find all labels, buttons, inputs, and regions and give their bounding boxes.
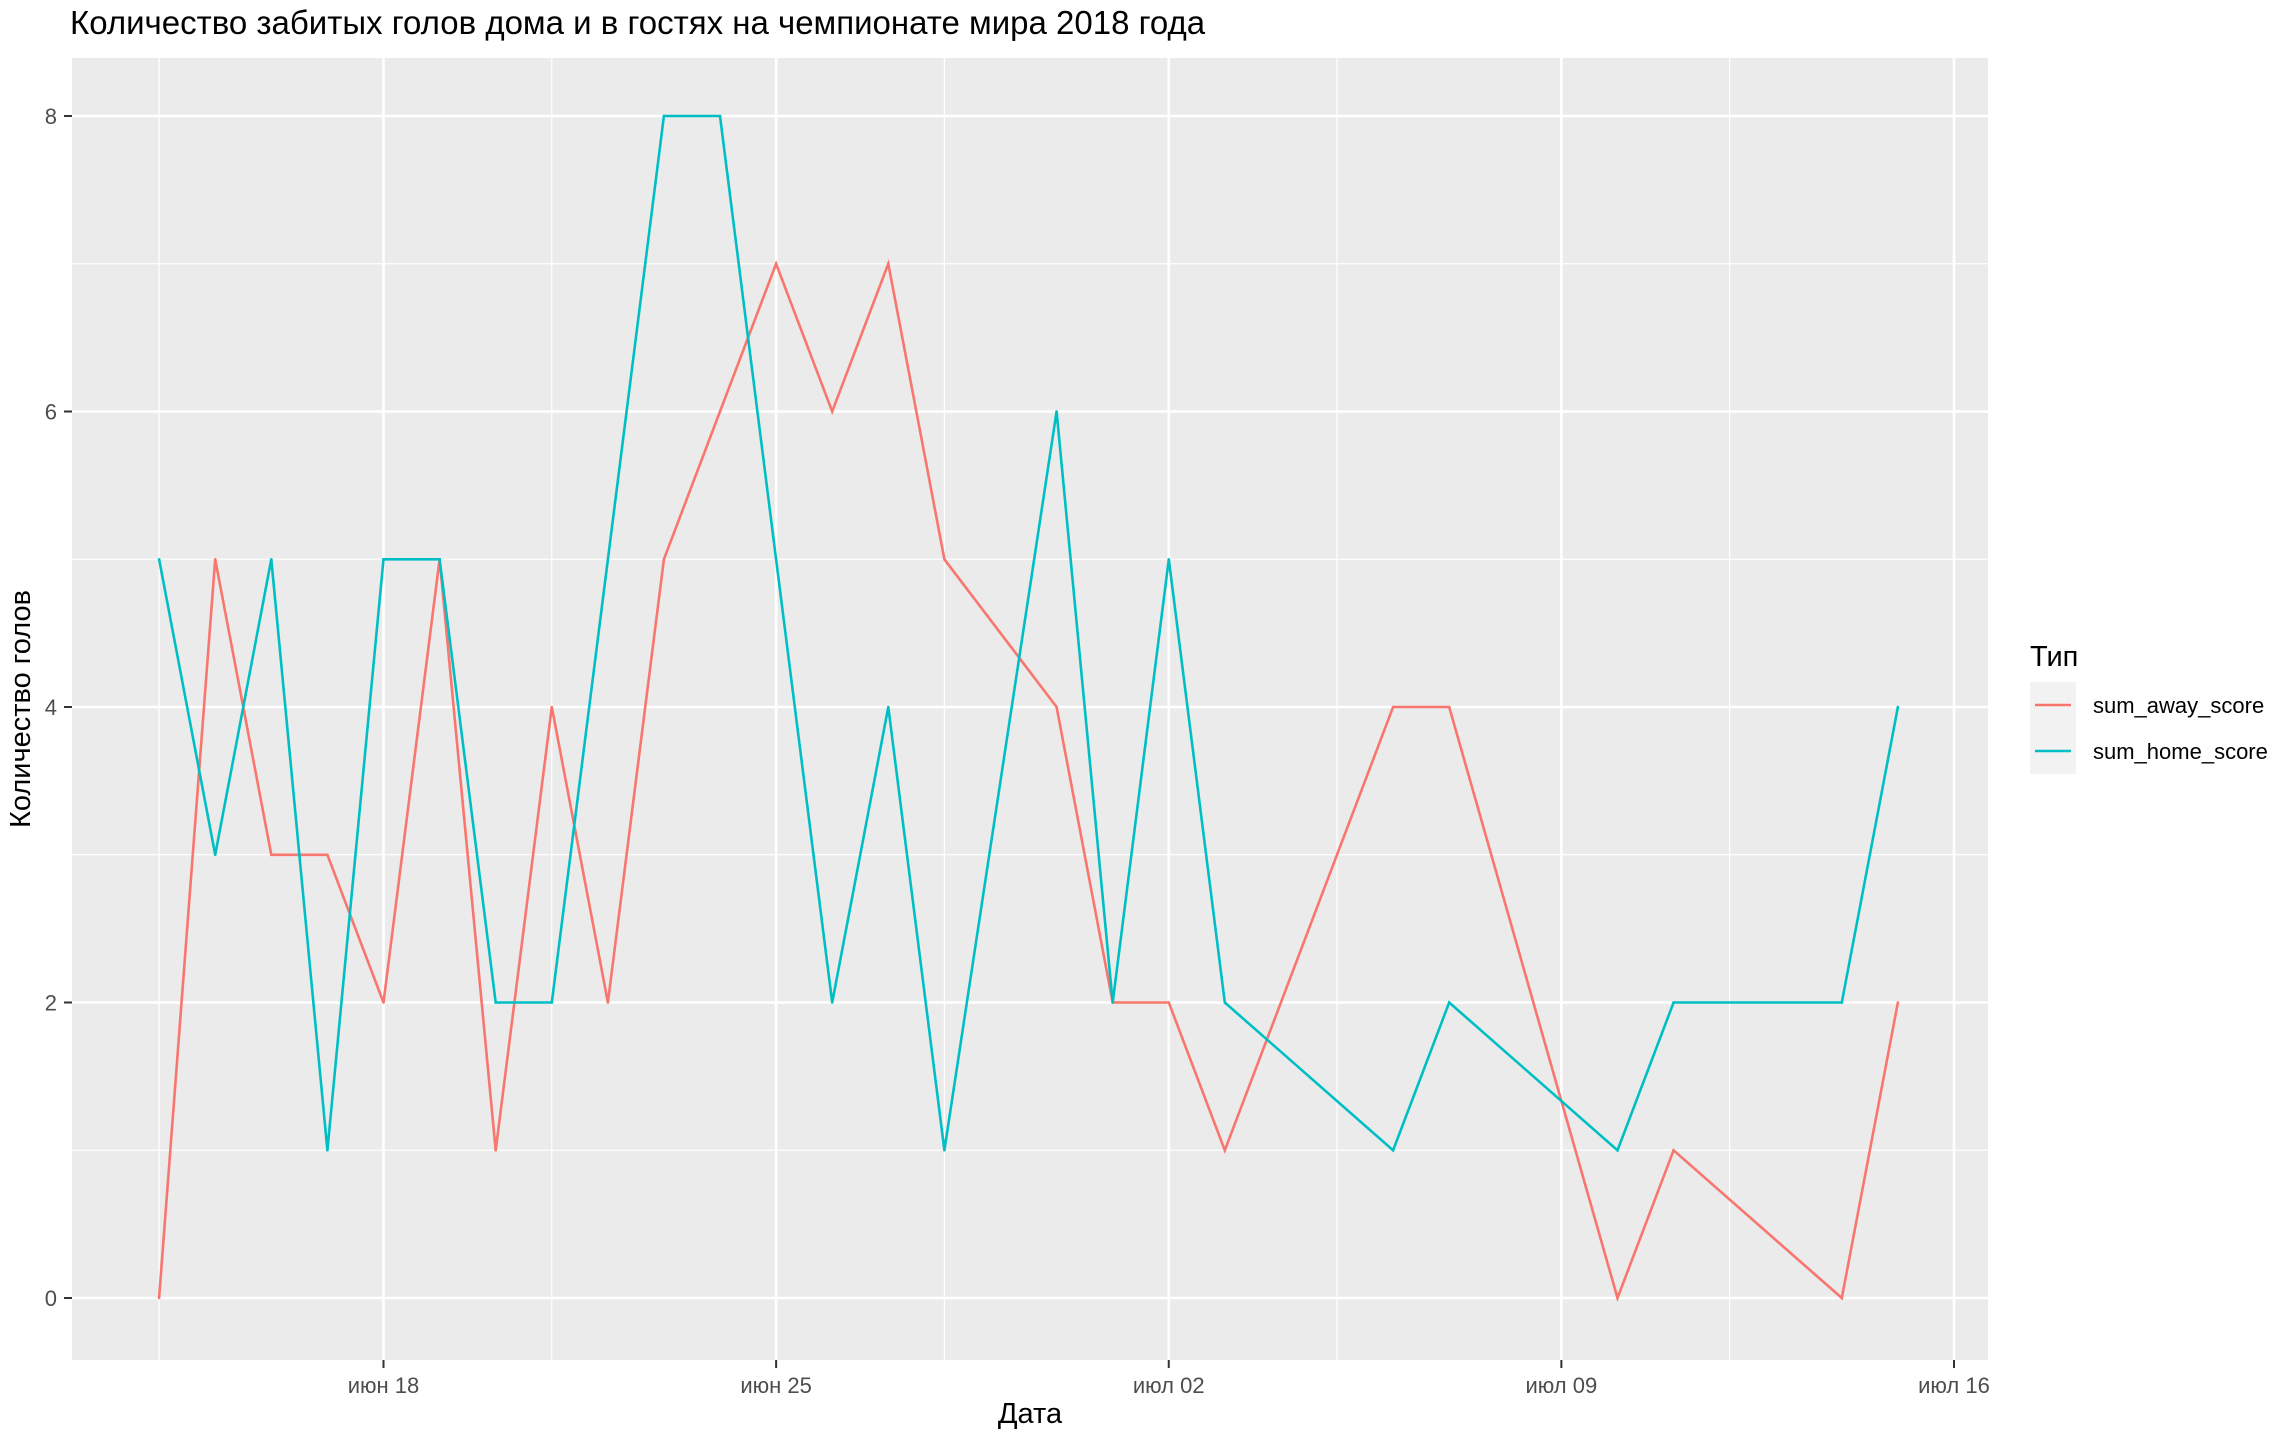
data-point-sum_away_score: [1223, 1148, 1227, 1152]
data-point-sum_away_score: [1055, 705, 1058, 709]
data-point-sum_away_score: [1616, 1296, 1619, 1300]
data-point-sum_home_score: [1223, 1001, 1227, 1004]
data-point-sum_away_score: [1167, 1001, 1171, 1004]
x-tick-label: июн 18: [348, 1373, 420, 1398]
data-point-sum_home_score: [382, 557, 385, 561]
major-grid: [72, 58, 1988, 1360]
data-point-sum_home_score: [830, 1001, 834, 1004]
data-point-sum_away_score: [887, 262, 890, 266]
data-point-sum_home_score: [606, 557, 610, 561]
data-point-sum_home_score: [1840, 1001, 1844, 1004]
data-point-sum_home_score: [1391, 1148, 1395, 1152]
x-tick-label: июл 09: [1526, 1373, 1598, 1398]
data-point-sum_away_score: [157, 1296, 161, 1300]
y-tick-label: 6: [45, 400, 57, 425]
data-point-sum_away_score: [943, 557, 946, 561]
data-point-sum_home_score: [1111, 1001, 1114, 1004]
y-tick-label: 2: [45, 991, 57, 1016]
data-point-sum_home_score: [270, 557, 273, 561]
y-axis-title: Количество голов: [5, 590, 37, 828]
plot-panel: [72, 58, 1988, 1360]
data-point-sum_away_score: [830, 410, 834, 413]
data-point-sum_home_score: [494, 1001, 497, 1004]
series-layer: [157, 114, 1900, 1303]
data-point-sum_away_score: [1672, 1148, 1675, 1152]
data-point-sum_home_score: [1447, 1001, 1451, 1004]
y-tick-label: 4: [45, 695, 57, 720]
axis-tick-labels: июн 18 июн 25 июл 02 июл 09 июл 16 0 2 4 6 8: [45, 104, 1990, 1398]
data-point-sum_away_score: [1896, 1001, 1900, 1004]
data-point-sum_home_score: [1167, 557, 1171, 561]
y-tick-label: 0: [45, 1286, 57, 1311]
legend-title: Тип: [2030, 641, 2078, 673]
data-point-sum_home_score: [1616, 1148, 1619, 1152]
data-point-sum_away_score: [1447, 705, 1451, 709]
data-point-sum_home_score: [1896, 705, 1900, 709]
data-point-sum_away_score: [1391, 705, 1395, 709]
data-point-sum_home_score: [550, 1001, 554, 1004]
data-point-sum_home_score: [1055, 410, 1058, 413]
x-axis-title: Дата: [998, 1398, 1063, 1430]
x-tick-label: июл 02: [1133, 1373, 1205, 1398]
data-point-sum_home_score: [326, 1148, 329, 1152]
data-point-sum_home_score: [1672, 1001, 1675, 1004]
data-point-sum_away_score: [662, 557, 666, 561]
axis-ticks: [64, 115, 1955, 1368]
data-point-sum_home_score: [943, 1148, 946, 1152]
data-point-sum_home_score: [213, 853, 217, 857]
data-point-sum_away_score: [213, 557, 217, 561]
data-point-sum_away_score: [550, 705, 554, 709]
data-point-sum_away_score: [718, 410, 722, 413]
data-point-sum_away_score: [494, 1148, 497, 1152]
data-point-sum_home_score: [662, 114, 666, 118]
chart-title: Количество забитых голов дома и в гостях…: [70, 4, 1206, 41]
x-tick-label: июл 16: [1918, 1373, 1990, 1398]
data-point-sum_home_score: [438, 557, 441, 561]
data-point-sum_away_score: [326, 853, 329, 857]
x-tick-label: июн 25: [740, 1373, 812, 1398]
data-point-sum_home_score: [887, 705, 890, 709]
data-point-sum_away_score: [606, 1001, 610, 1004]
legend: Тип sum_away_score sum_home_score: [2030, 641, 2268, 774]
y-tick-label: 8: [45, 104, 57, 129]
data-point-sum_away_score: [270, 853, 273, 857]
legend-label-sum_away_score: sum_away_score: [2093, 693, 2264, 718]
data-point-sum_away_score: [774, 262, 778, 266]
data-point-sum_away_score: [382, 1001, 385, 1004]
legend-label-sum_home_score: sum_home_score: [2093, 739, 2268, 764]
data-point-sum_away_score: [1840, 1296, 1844, 1300]
data-point-sum_home_score: [157, 557, 161, 561]
data-point-sum_home_score: [718, 114, 722, 118]
data-point-sum_home_score: [774, 557, 778, 561]
